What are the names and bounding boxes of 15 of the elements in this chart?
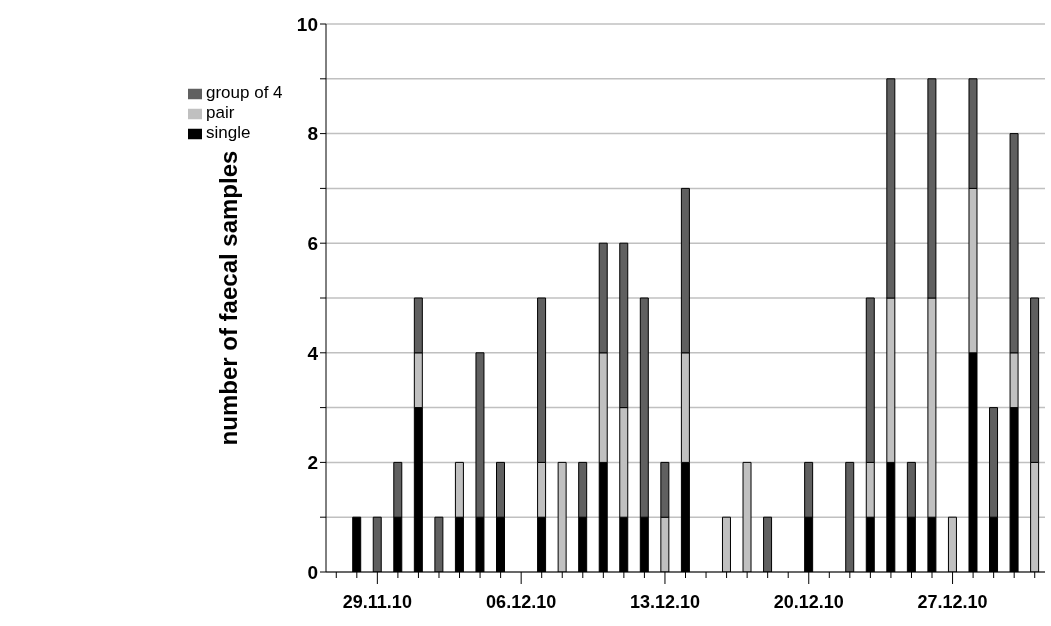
x-tick-label: 27.12.10: [917, 592, 988, 612]
x-tick-label: 20.12.10: [773, 592, 844, 612]
x-tick-label: 06.12.10: [486, 592, 557, 612]
x-tick-label: 29.11.10: [342, 592, 412, 612]
y-tick-label: 0: [307, 561, 318, 583]
x-tick-label: 13.12.10: [629, 592, 700, 612]
y-axis-title: number of faecal samples: [214, 150, 242, 446]
y-tick-label: 10: [296, 13, 318, 35]
y-tick-label: 8: [307, 123, 318, 145]
y-tick-label: 6: [307, 232, 318, 254]
legend-label: single: [206, 123, 251, 142]
legend-label: group of 4: [206, 83, 283, 102]
y-tick-label: 4: [307, 342, 319, 364]
y-tick-label: 2: [307, 452, 318, 474]
legend-label: pair: [206, 103, 235, 122]
